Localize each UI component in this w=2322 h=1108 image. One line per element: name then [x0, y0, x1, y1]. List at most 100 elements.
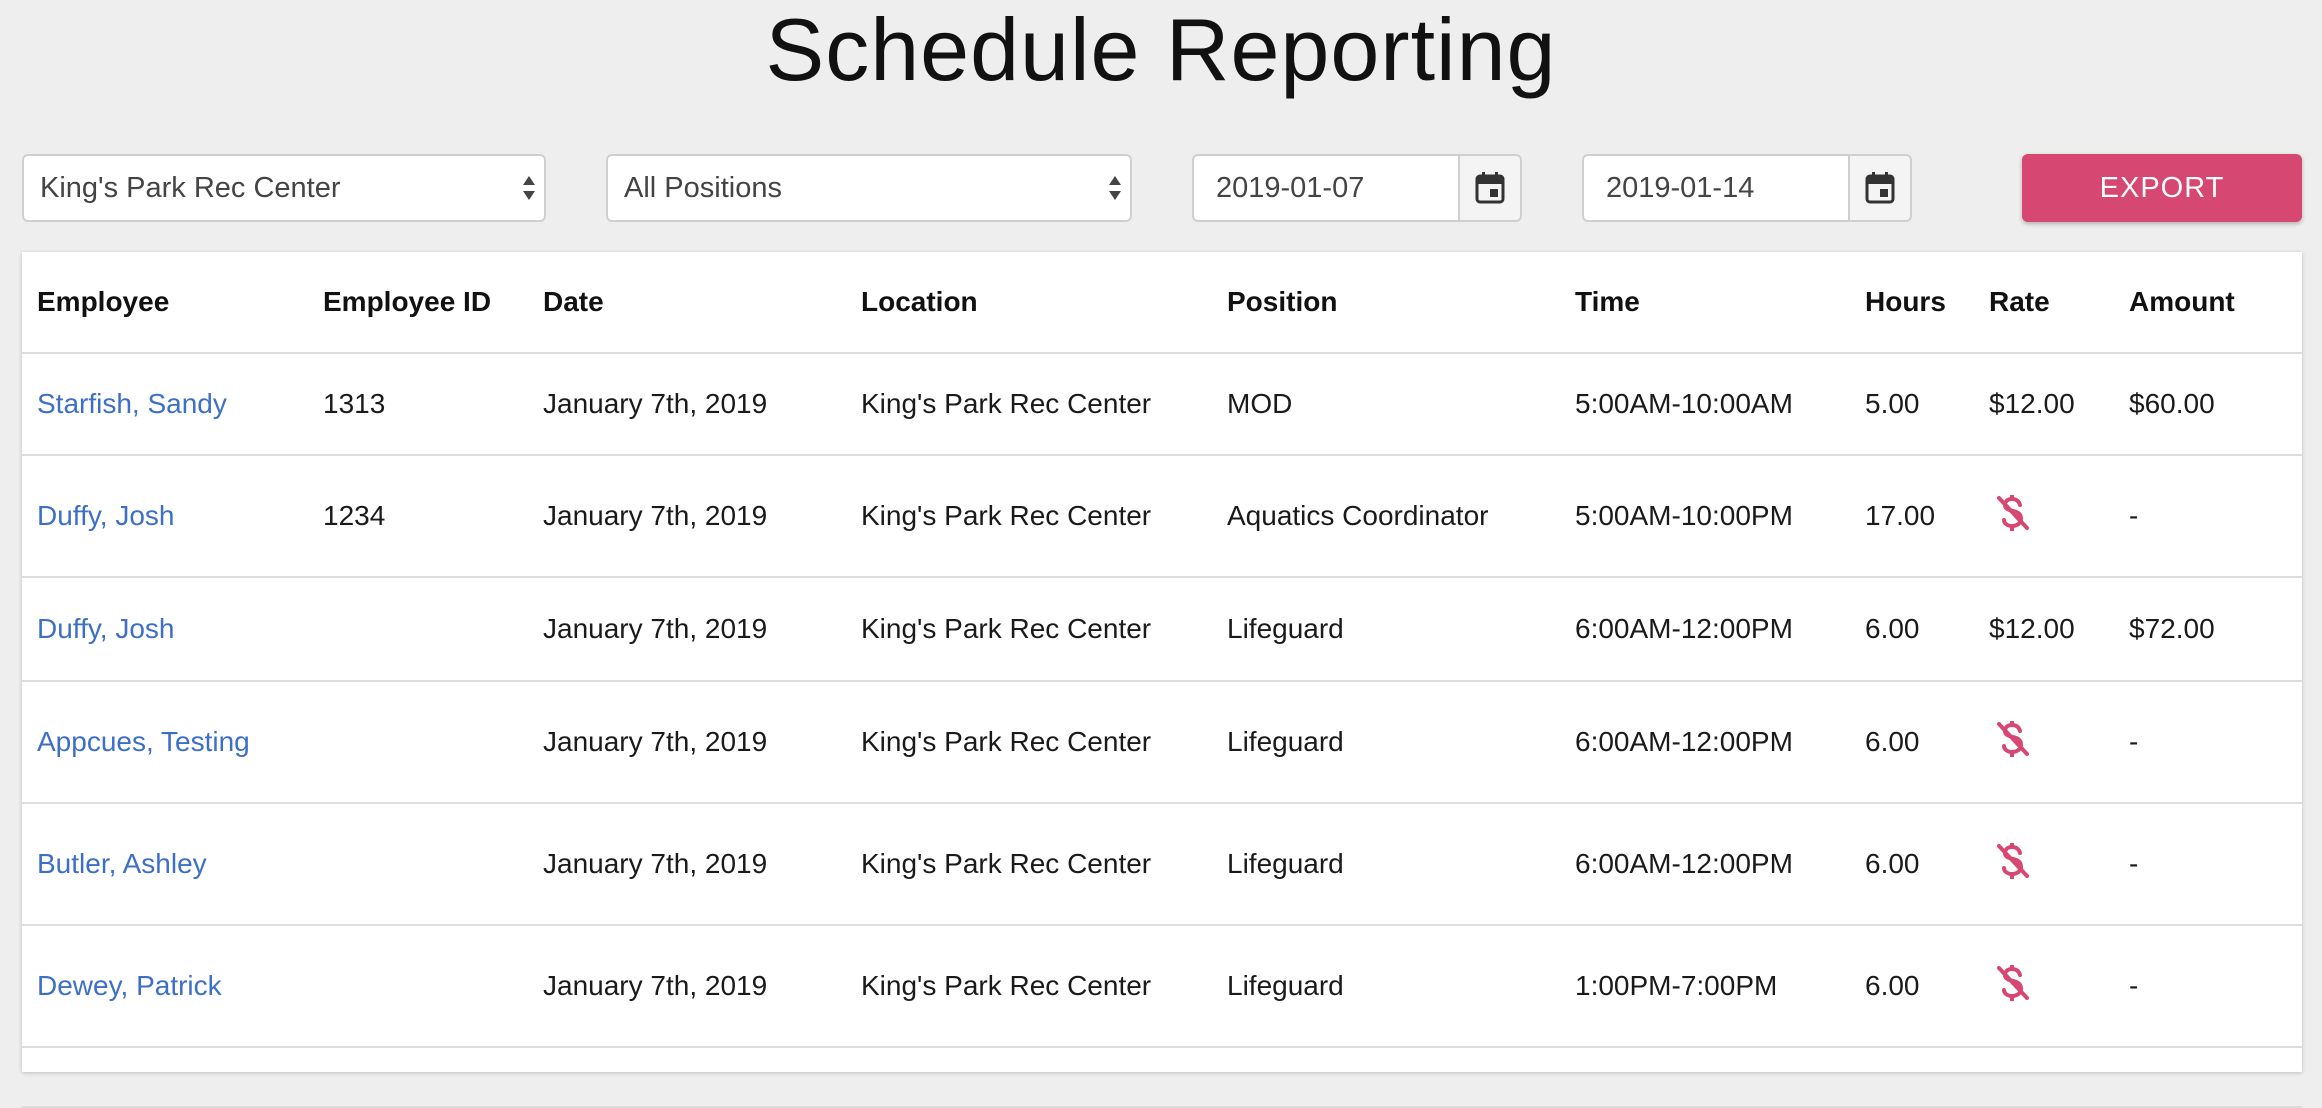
no-dollar-icon [1997, 494, 2029, 531]
column-header[interactable]: Hours [1850, 252, 1974, 354]
time-cell [1560, 1047, 1850, 1108]
employee-link[interactable]: Dewey, Patrick [22, 925, 308, 1048]
start-date-picker: 2019-01-07 [1192, 154, 1522, 222]
amount-cell: - [2114, 803, 2302, 926]
amount-cell: $72.00 [2114, 577, 2302, 682]
export-button[interactable]: EXPORT [2022, 154, 2302, 222]
time-cell: 6:00AM-12:00PM [1560, 681, 1850, 804]
location-cell: King's Park Rec Center [846, 803, 1212, 926]
table-header-row: Employee Employee ID Date Location Posit… [22, 252, 2302, 354]
rate-cell: $12.00 [1974, 353, 2114, 456]
end-date-input[interactable]: 2019-01-14 [1582, 154, 1848, 222]
employee-link[interactable]: Duffy, Josh [22, 455, 308, 578]
table-row: Duffy, Josh 1234 January 7th, 2019 King's P… [22, 455, 2302, 578]
schedule-table-card: Employee Employee ID Date Location Posit… [22, 252, 2302, 1108]
rate-cell: $12.00 [1974, 577, 2114, 682]
employee-id-cell [308, 803, 528, 926]
date-cell: January 7th, 2019 [528, 353, 846, 456]
column-header[interactable]: Rate [1974, 252, 2114, 354]
rate-cell [1974, 803, 2114, 926]
rate-cell [1974, 925, 2114, 1048]
column-header[interactable]: Time [1560, 252, 1850, 354]
location-cell: King's Park Rec Center [846, 455, 1212, 578]
calendar-icon [1475, 172, 1505, 204]
column-header[interactable]: Employee ID [308, 252, 528, 354]
location-select-value: King's Park Rec Center [40, 171, 341, 204]
amount-cell: - [2114, 455, 2302, 578]
rate-cell [1974, 455, 2114, 578]
date-cell: January 7th, 2019 [528, 681, 846, 804]
calendar-icon [1865, 172, 1895, 204]
table-row: Butler, Ashley January 7th, 2019 King's Pa… [22, 803, 2302, 926]
hours-cell: 17.00 [1850, 455, 1974, 578]
time-cell: 6:00AM-12:00PM [1560, 803, 1850, 926]
location-cell [846, 1047, 1212, 1108]
amount-cell: - [2114, 925, 2302, 1048]
no-dollar-icon [1997, 842, 2029, 879]
schedule-table: Employee Employee ID Date Location Posit… [22, 252, 2302, 1108]
amount-cell [2114, 1047, 2302, 1108]
employee-id-cell: 1313 [308, 353, 528, 456]
location-cell: King's Park Rec Center [846, 925, 1212, 1048]
end-date-picker: 2019-01-14 [1582, 154, 1912, 222]
employee-id-cell [308, 577, 528, 682]
position-select[interactable]: All Positions [606, 154, 1132, 222]
location-select[interactable]: King's Park Rec Center [22, 154, 546, 222]
position-cell: MOD [1212, 353, 1560, 456]
column-header[interactable]: Amount [2114, 252, 2302, 354]
column-header[interactable]: Date [528, 252, 846, 354]
time-cell: 5:00AM-10:00AM [1560, 353, 1850, 456]
hours-cell [1850, 1047, 1974, 1108]
time-cell: 1:00PM-7:00PM [1560, 925, 1850, 1048]
table-row: Starfish, Sandy 1313 January 7th, 2019 King… [22, 353, 2302, 456]
location-cell: King's Park Rec Center [846, 577, 1212, 682]
employee-id-cell [308, 925, 528, 1048]
employee-link[interactable] [22, 1047, 308, 1108]
location-cell: King's Park Rec Center [846, 681, 1212, 804]
select-arrows-icon [523, 176, 535, 200]
location-cell: King's Park Rec Center [846, 353, 1212, 456]
start-date-calendar-button[interactable] [1458, 154, 1522, 222]
position-cell: Lifeguard [1212, 681, 1560, 804]
table-body: Starfish, Sandy 1313 January 7th, 2019 King… [22, 353, 2302, 1108]
employee-link[interactable]: Butler, Ashley [22, 803, 308, 926]
end-date-calendar-button[interactable] [1848, 154, 1912, 222]
date-cell: January 7th, 2019 [528, 455, 846, 578]
table-row: Appcues, Testing January 7th, 2019 King's … [22, 681, 2302, 804]
employee-id-cell [308, 1047, 528, 1108]
employee-link[interactable]: Duffy, Josh [22, 577, 308, 682]
employee-id-cell [308, 681, 528, 804]
rate-cell [1974, 1047, 2114, 1108]
no-dollar-icon [1997, 964, 2029, 1001]
hours-cell: 6.00 [1850, 803, 1974, 926]
hours-cell: 6.00 [1850, 577, 1974, 682]
date-cell: January 7th, 2019 [528, 925, 846, 1048]
position-cell: Lifeguard [1212, 803, 1560, 926]
employee-link[interactable]: Appcues, Testing [22, 681, 308, 804]
page-title: Schedule Reporting [765, 0, 1557, 99]
hours-cell: 6.00 [1850, 681, 1974, 804]
amount-cell: - [2114, 681, 2302, 804]
no-dollar-icon [1997, 720, 2029, 757]
position-cell [1212, 1047, 1560, 1108]
rate-cell [1974, 681, 2114, 804]
time-cell: 5:00AM-10:00PM [1560, 455, 1850, 578]
table-row: Duffy, Josh January 7th, 2019 King's Park … [22, 577, 2302, 682]
column-header[interactable]: Position [1212, 252, 1560, 354]
employee-id-cell: 1234 [308, 455, 528, 578]
select-arrows-icon [1109, 176, 1121, 200]
time-cell: 6:00AM-12:00PM [1560, 577, 1850, 682]
hours-cell: 5.00 [1850, 353, 1974, 456]
column-header[interactable]: Location [846, 252, 1212, 354]
table-row [22, 1047, 2302, 1108]
table-row: Dewey, Patrick January 7th, 2019 King's Pa… [22, 925, 2302, 1048]
date-cell: January 7th, 2019 [528, 577, 846, 682]
employee-link[interactable]: Starfish, Sandy [22, 353, 308, 456]
hours-cell: 6.00 [1850, 925, 1974, 1048]
column-header[interactable]: Employee [22, 252, 308, 354]
position-cell: Lifeguard [1212, 577, 1560, 682]
position-select-value: All Positions [624, 171, 782, 204]
amount-cell: $60.00 [2114, 353, 2302, 456]
date-cell: January 7th, 2019 [528, 803, 846, 926]
start-date-input[interactable]: 2019-01-07 [1192, 154, 1458, 222]
